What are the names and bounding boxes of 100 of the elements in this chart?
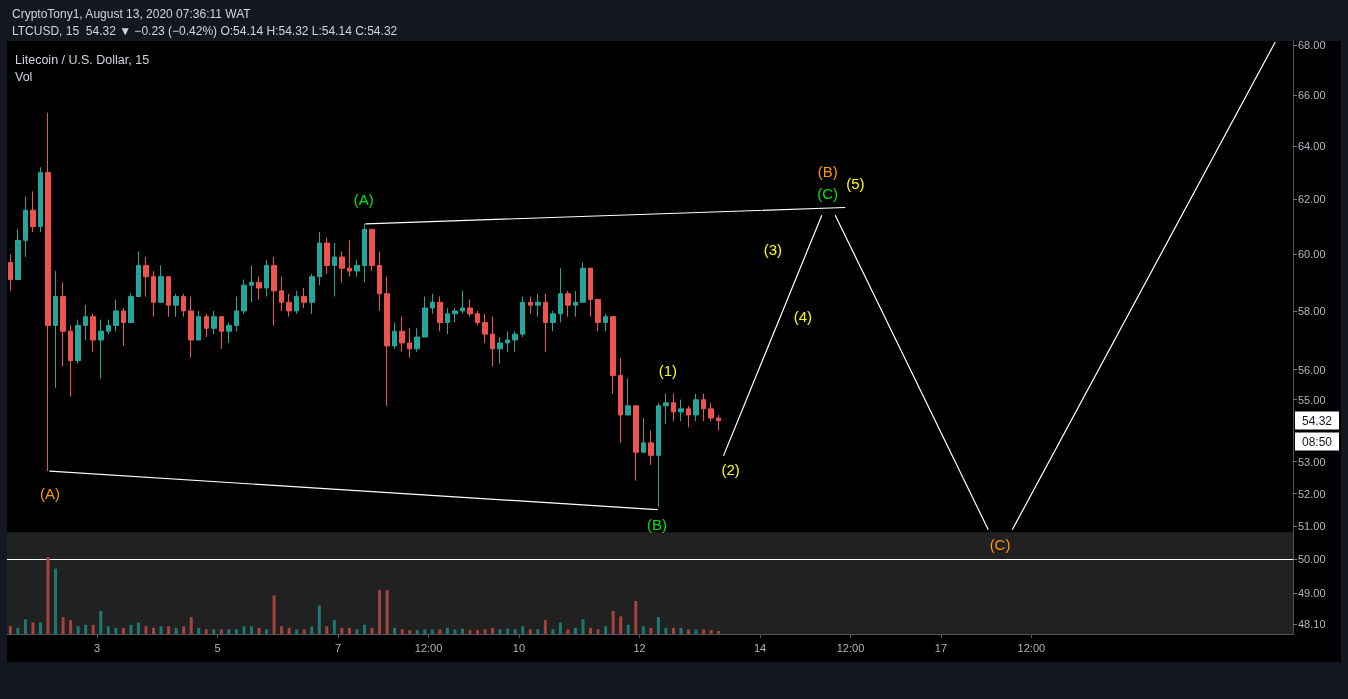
candlestick [143, 256, 149, 298]
bar [604, 626, 608, 634]
candlestick [512, 330, 518, 353]
candlestick [249, 264, 254, 303]
bar [280, 626, 284, 634]
bar [664, 627, 668, 634]
bar [656, 617, 660, 634]
candlestick [8, 253, 13, 292]
bar [84, 624, 88, 634]
candlestick [648, 429, 654, 466]
bar [506, 628, 510, 634]
bar [265, 629, 269, 634]
bar [317, 605, 321, 634]
candlestick [565, 290, 571, 318]
bar [543, 620, 547, 634]
bar [649, 627, 653, 634]
bar [340, 627, 344, 634]
annotation: (B) [647, 516, 668, 534]
candlestick [354, 259, 360, 278]
candlestick [625, 378, 631, 416]
bar [566, 629, 570, 634]
bar [641, 626, 645, 634]
annotation: (A) [39, 484, 60, 502]
bar [212, 629, 216, 634]
bar [227, 629, 231, 634]
candlestick [716, 414, 721, 431]
candlestick [98, 319, 104, 380]
y-tick-label: 58.00 [1298, 304, 1326, 317]
annotation: (1) [658, 362, 678, 380]
bar [114, 627, 118, 634]
candlestick [475, 310, 480, 326]
y-tick-label: 52.00 [1298, 487, 1326, 500]
y-tick-label: 56.00 [1298, 363, 1326, 376]
bar [393, 627, 397, 634]
candlestick [347, 239, 352, 278]
bar [717, 630, 721, 634]
bar [16, 627, 20, 634]
y-tick-label: 66.00 [1298, 88, 1326, 101]
bar [528, 629, 532, 634]
bar [302, 629, 306, 634]
bar [121, 627, 125, 634]
candlestick [301, 287, 307, 309]
annotation: Litecoin / U.S. Dollar, 15 [15, 52, 150, 67]
x-tick-label: 5 [214, 641, 221, 654]
bar [38, 622, 42, 634]
candlestick [324, 237, 330, 275]
candlestick [452, 307, 458, 323]
bar [219, 629, 223, 634]
bar [310, 626, 314, 634]
candlestick [317, 231, 322, 286]
annotation: (B) [817, 163, 838, 181]
bar [242, 626, 246, 634]
annotation: (4) [793, 307, 812, 325]
candlestick [399, 316, 405, 353]
bar [99, 610, 103, 634]
candlestick [580, 262, 586, 303]
bar [385, 590, 389, 634]
bar [694, 629, 698, 634]
bar [687, 629, 691, 634]
bar [23, 619, 27, 634]
candlestick [264, 259, 269, 298]
candlestick [460, 290, 465, 315]
y-tick-label: 68.00 [1298, 38, 1326, 51]
x-tick-label: 7 [335, 641, 342, 654]
candlestick [339, 250, 345, 283]
candlestick [422, 296, 428, 338]
bar [295, 629, 299, 634]
bar [152, 627, 156, 634]
candlestick [256, 276, 262, 300]
candlestick [701, 393, 706, 422]
candlestick [520, 296, 525, 338]
candlestick [482, 313, 488, 344]
bar [370, 627, 374, 634]
bar [46, 557, 50, 634]
bar [249, 626, 253, 634]
candlestick [543, 293, 548, 353]
candlestick [128, 293, 134, 323]
text: 54.32 [1302, 413, 1333, 428]
candlestick [136, 250, 141, 298]
candlestick [362, 223, 367, 283]
bar [136, 622, 140, 634]
candlestick [588, 267, 593, 318]
bar [589, 627, 593, 634]
candlestick [219, 316, 224, 350]
candlestick [610, 316, 616, 395]
candlestick [663, 393, 669, 425]
candlestick [490, 316, 495, 368]
candlestick [558, 267, 563, 323]
candlestick [384, 276, 390, 407]
bar [91, 624, 95, 634]
bar [272, 595, 276, 634]
x-tick-label: 12:00 [836, 641, 865, 654]
candlestick [204, 313, 209, 338]
candlestick [392, 321, 397, 350]
y-tick-label: 50.00 [1298, 553, 1326, 566]
bar [174, 627, 178, 634]
bar [144, 626, 148, 634]
bar [204, 629, 208, 634]
candlestick [83, 304, 88, 341]
bar [453, 629, 457, 634]
